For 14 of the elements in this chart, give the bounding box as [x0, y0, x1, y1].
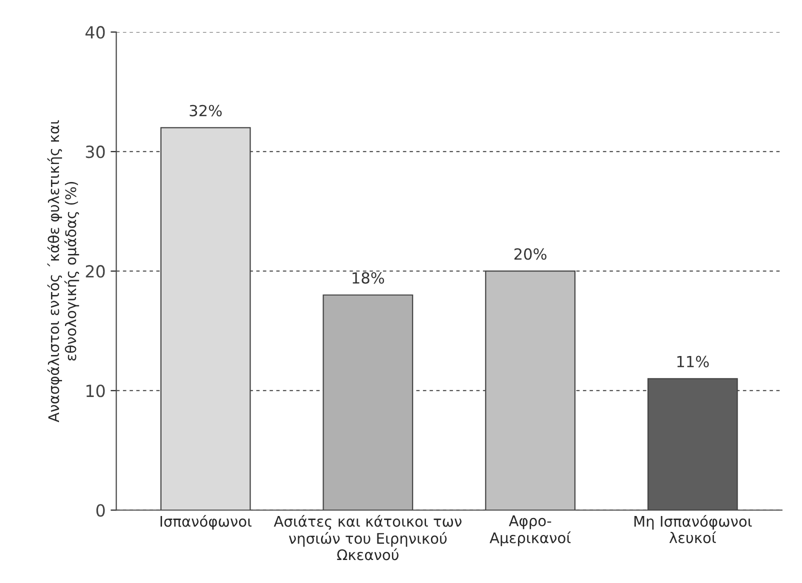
x-tick-label: Ισπανόφωνοι [160, 514, 252, 530]
y-tick-label: 0 [96, 504, 105, 517]
y-tick-label: 40 [85, 26, 105, 39]
data-label: 11% [677, 356, 709, 368]
y-tick-label: 10 [86, 384, 105, 398]
y-tick-label: 30 [86, 146, 105, 158]
y-axis-title: Ανασφάλιστοι εντός ΄κάθε φυλετικής και εθνολογικής ομάδας (%) [47, 120, 80, 422]
y-tick-label: 20 [86, 265, 105, 278]
x-tick-label: Μη Ισπανόφωνοι λευκοί [634, 514, 752, 544]
data-label: 32% [190, 104, 222, 116]
data-label: 20% [514, 248, 546, 260]
x-tick-label: Αφρο- Αμερικανοί [490, 515, 571, 546]
x-tick-label: Ασιάτες και κάτοικοι των νησιών του Ειρηνικού Ωκεανού [274, 514, 462, 560]
data-label: 18% [352, 272, 384, 284]
